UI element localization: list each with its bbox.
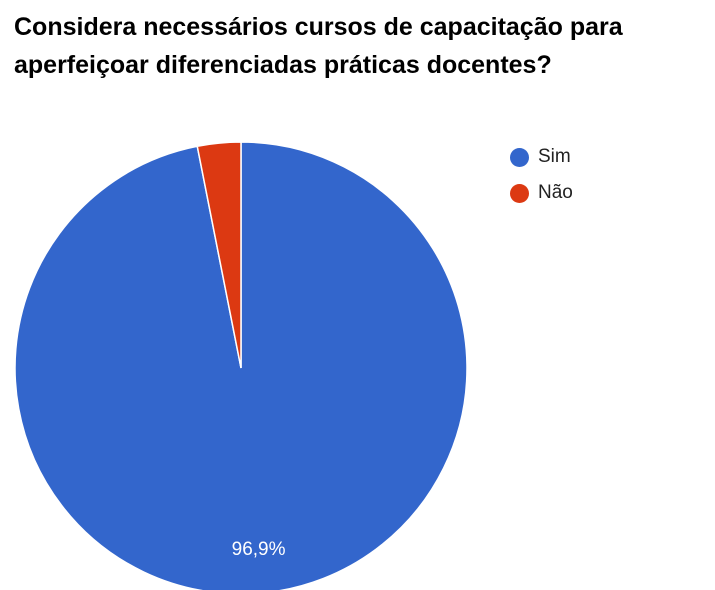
legend-label: Sim: [538, 146, 571, 167]
pie-slice-n-o[interactable]: [196, 141, 242, 369]
legend-item-0[interactable]: Sim: [510, 139, 573, 175]
legend-label: Não: [538, 182, 573, 203]
chart-title: Considera necessários cursos de capacita…: [14, 13, 623, 79]
legend-swatch-icon: [510, 183, 529, 203]
chart-legend: Sim Não: [510, 139, 573, 211]
slice-label-0: 96,9%: [232, 539, 286, 560]
pie-labels: 96,9%: [232, 539, 286, 560]
pie-slices: [14, 141, 468, 590]
legend-item-1[interactable]: Não: [510, 175, 573, 211]
legend-swatch-icon: [510, 147, 529, 167]
pie-slice-sim[interactable]: [14, 141, 468, 590]
